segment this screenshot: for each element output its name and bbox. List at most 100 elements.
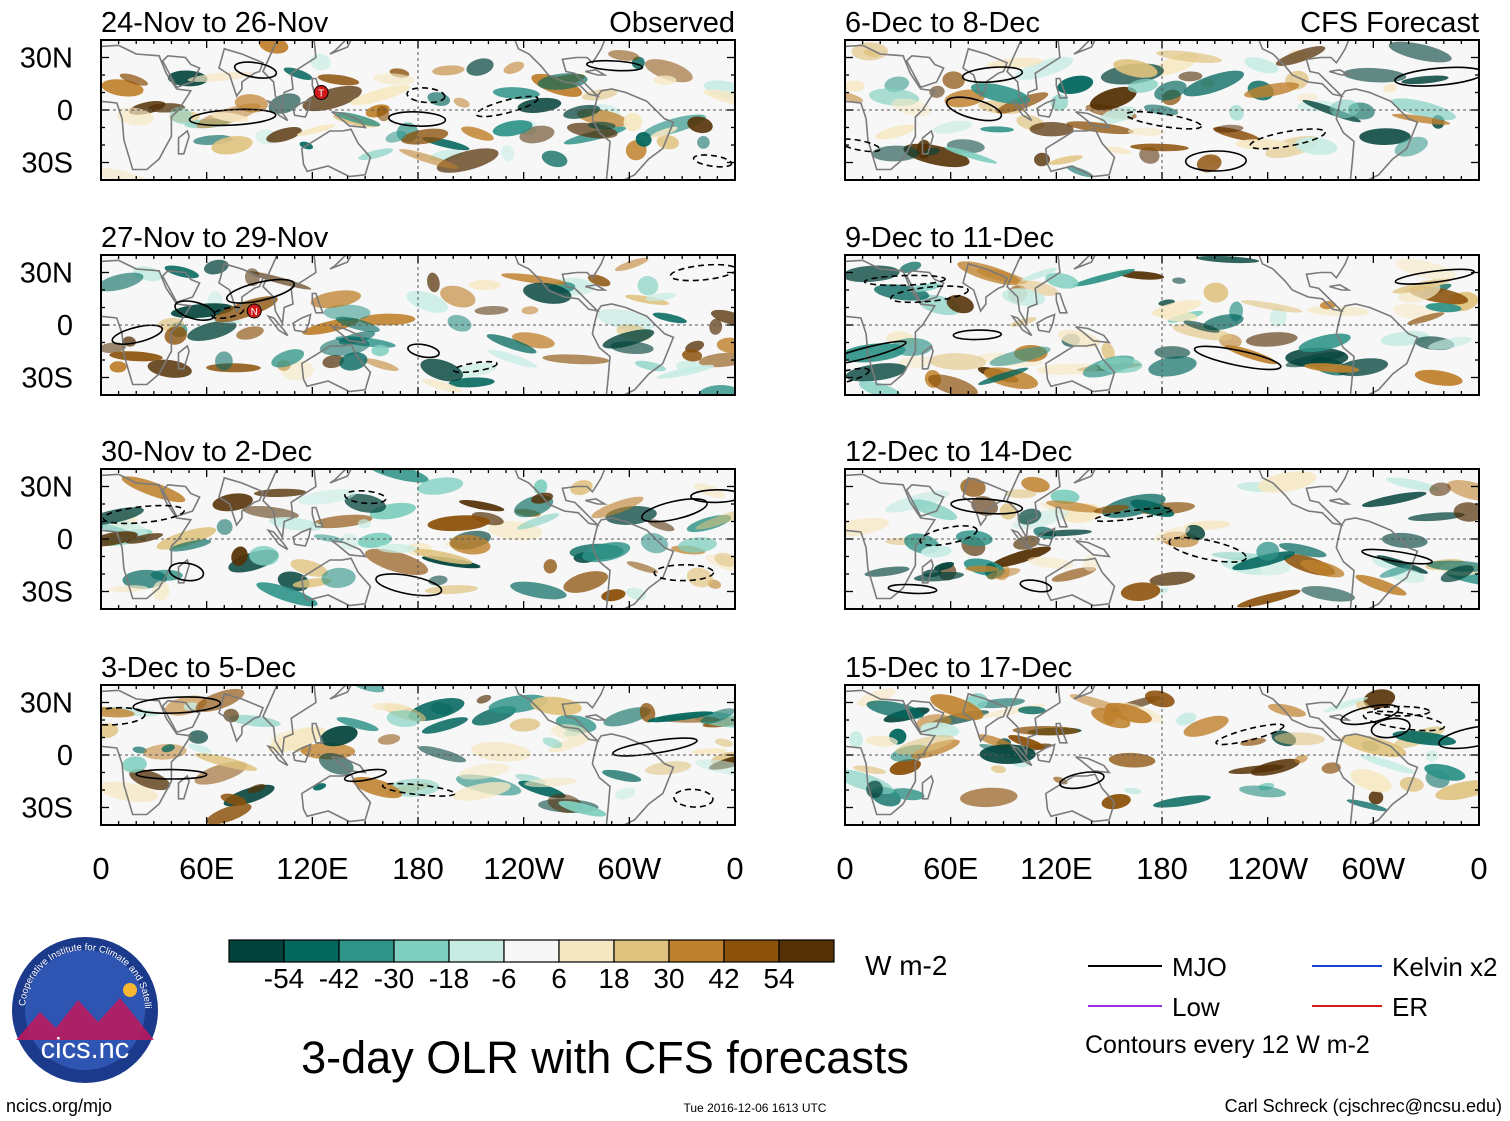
olr-anomaly-cell: [700, 708, 735, 725]
olr-anomaly-cell: [377, 543, 417, 554]
coastline-cuba: [585, 283, 608, 291]
coastline-india: [962, 476, 1009, 527]
olr-anomaly-cell: [1178, 71, 1203, 82]
panel-label: CFS Forecast: [1300, 7, 1479, 39]
olr-anomaly-cell: [1240, 300, 1303, 313]
mjo-contour: [1168, 536, 1247, 563]
mjo-contour: [174, 300, 216, 321]
olr-anomaly-cell: [1101, 342, 1115, 361]
olr-anomaly-cell: [271, 349, 305, 368]
coastline-philippines: [1055, 506, 1069, 528]
olr-anomaly-cell: [385, 130, 407, 143]
olr-anomaly-cell: [563, 104, 601, 119]
olr-anomaly-cell: [677, 537, 718, 553]
olr-anomaly-cell: [1156, 50, 1222, 63]
olr-anomaly-cell: [640, 532, 668, 554]
olr-anomaly-cell: [623, 112, 643, 132]
olr-anomaly-cell: [228, 714, 281, 728]
colorbar-swatch: [448, 939, 505, 963]
olr-anomaly-cell: [682, 349, 703, 362]
x-tick-label: 120W: [1227, 851, 1309, 886]
olr-anomaly-cell: [109, 361, 127, 373]
mjo-contour: [653, 563, 715, 582]
olr-anomaly-cell: [1093, 504, 1130, 514]
mjo-contour: [690, 488, 735, 504]
panel-title: 12-Dec to 14-Dec: [845, 436, 1072, 468]
olr-anomaly-cell: [1401, 75, 1449, 85]
olr-anomaly-cell: [691, 748, 727, 755]
olr-anomaly-cell: [986, 567, 1021, 580]
olr-anomaly-cell: [101, 342, 126, 354]
y-tick-label: 30N: [20, 688, 73, 720]
olr-anomaly-cell: [644, 761, 692, 775]
olr-anomaly-field: [101, 40, 735, 180]
olr-anomaly-cell: [543, 559, 558, 574]
olr-anomaly-field: [845, 255, 1479, 395]
coastline-sumatra: [1010, 528, 1033, 551]
mjo-contour: [233, 61, 278, 79]
olr-anomaly-cell: [542, 354, 610, 365]
olr-anomaly-cell: [320, 725, 358, 747]
legend-label-er: ER: [1392, 992, 1428, 1022]
olr-anomaly-cell: [247, 784, 266, 793]
olr-anomaly-cell: [1239, 785, 1287, 798]
olr-anomaly-cell: [358, 519, 371, 529]
olr-anomaly-cell: [170, 106, 193, 125]
olr-anomaly-cell: [1383, 83, 1397, 93]
coastline-seasia: [262, 469, 317, 540]
coastline-newguinea: [331, 540, 367, 558]
olr-anomaly-cell: [486, 334, 537, 354]
olr-anomaly-cell: [1101, 793, 1131, 810]
coastline-madagascar: [921, 558, 934, 584]
olr-anomaly-cell: [1341, 734, 1407, 757]
coastline-australia: [300, 557, 372, 607]
olr-anomaly-cell: [1017, 280, 1059, 296]
mjo-contour: [344, 489, 387, 505]
olr-anomaly-cell: [965, 565, 999, 573]
olr-anomaly-cell: [256, 582, 318, 607]
storm-marker-dot: [313, 85, 329, 100]
olr-anomaly-cell: [550, 724, 589, 740]
olr-anomaly-cell: [422, 378, 463, 393]
olr-anomaly-cell: [323, 304, 371, 321]
olr-anomaly-cell: [845, 343, 906, 363]
x-tick-label: 180: [1136, 851, 1188, 886]
olr-anomaly-cell: [352, 685, 385, 693]
olr-anomaly-cell: [1268, 703, 1306, 717]
panel-title: 24-Nov to 26-Nov: [101, 7, 329, 39]
mjo-contour: [452, 360, 498, 374]
olr-anomaly-cell: [1346, 799, 1388, 812]
coastline-australia: [1044, 343, 1116, 393]
olr-anomaly-cell: [1151, 299, 1202, 317]
olr-anomaly-cell: [492, 120, 533, 137]
legend: MJO Kelvin x2 Low ER Contours every 12 W…: [1085, 952, 1498, 1059]
olr-anomaly-cell: [1229, 104, 1244, 121]
coastline-australia: [300, 773, 372, 823]
olr-anomaly-cell: [420, 358, 463, 382]
colorbar-swatch: [613, 939, 670, 963]
olr-anomaly-cell: [109, 351, 163, 362]
olr-anomaly-cell: [614, 257, 649, 272]
olr-anomaly-cell: [656, 364, 714, 379]
olr-anomaly-cell: [424, 585, 478, 595]
coastline-africa: [101, 259, 193, 386]
coastline-philippines: [311, 722, 325, 744]
panel-title: 3-Dec to 5-Dec: [101, 652, 296, 684]
coastline-samerica: [1335, 88, 1419, 180]
coastline-philippines: [1055, 77, 1069, 99]
coastline-borneo: [292, 98, 312, 118]
olr-anomaly-cell: [521, 306, 539, 315]
olr-anomaly-cell: [1245, 332, 1298, 347]
x-tick-label: 0: [1470, 851, 1487, 886]
olr-anomaly-cell: [710, 309, 735, 326]
olr-anomaly-cell: [321, 567, 356, 588]
olr-anomaly-cell: [216, 519, 233, 535]
storm-marker-symbol: T: [318, 89, 324, 100]
olr-anomaly-cell: [930, 694, 984, 721]
olr-anomaly-cell: [709, 318, 723, 335]
coastline-arabia: [905, 483, 945, 518]
olr-anomaly-cell: [1304, 363, 1360, 373]
olr-anomaly-cell: [614, 787, 636, 800]
olr-anomaly-cell: [1244, 82, 1300, 98]
olr-anomaly-cell: [602, 329, 655, 349]
